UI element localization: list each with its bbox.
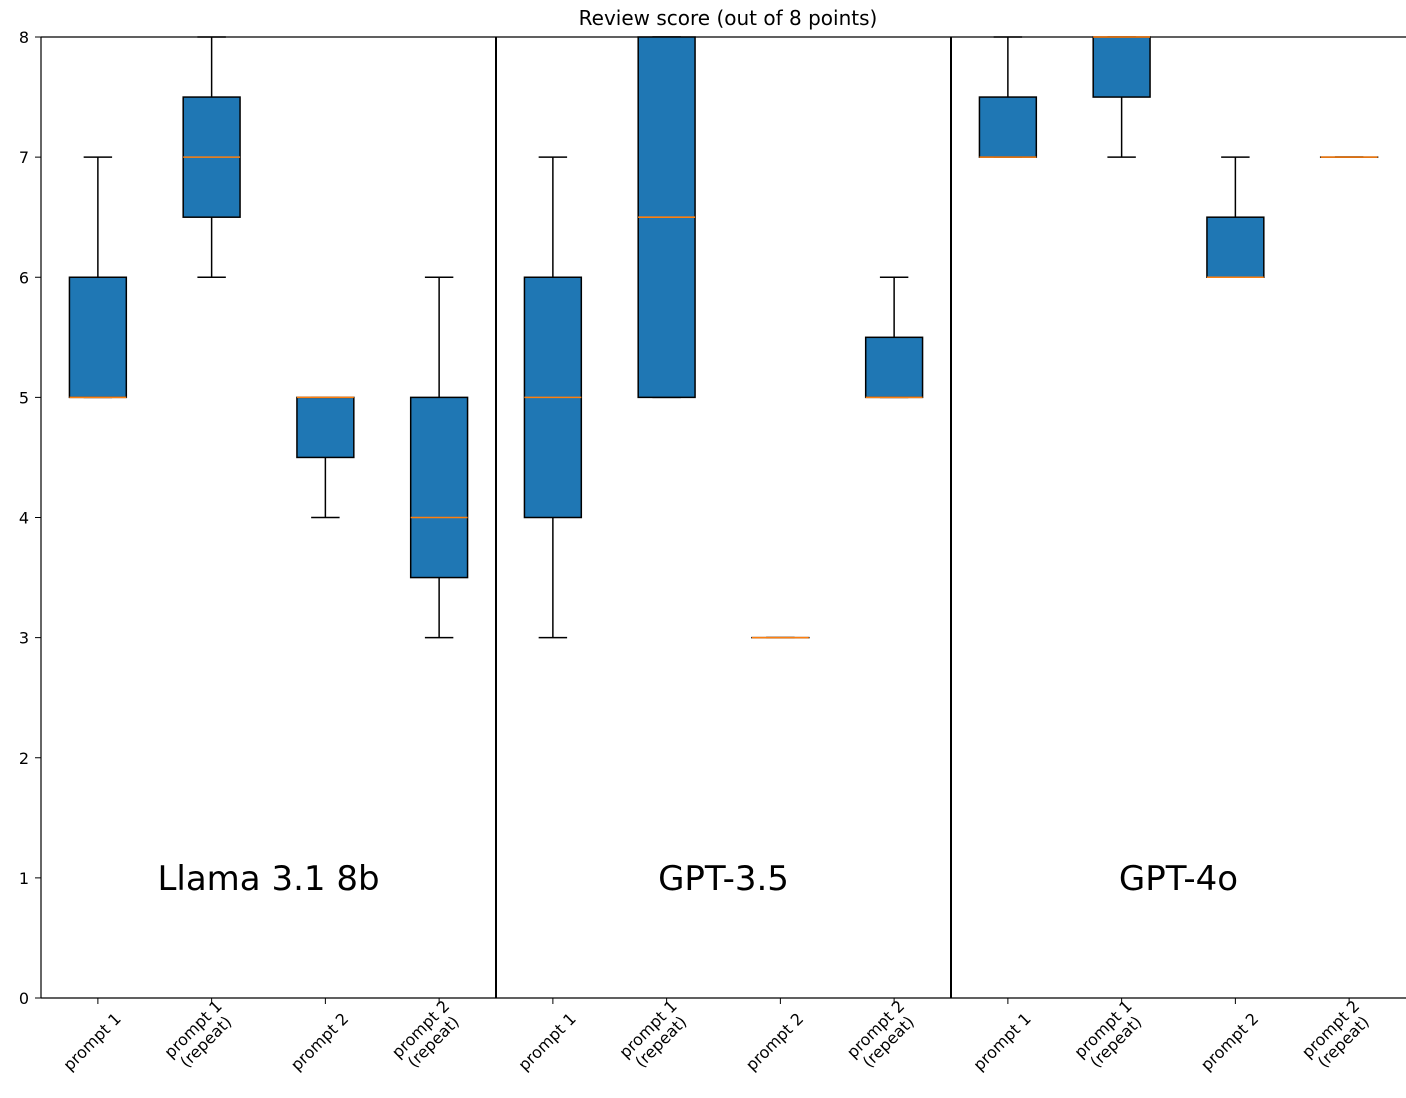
x-tick-label: prompt 1(repeat) bbox=[1070, 996, 1148, 1074]
box-body bbox=[978, 96, 1038, 158]
chart-title: Review score (out of 8 points) bbox=[579, 6, 878, 30]
x-tick-label: prompt 1(repeat) bbox=[160, 996, 238, 1074]
x-tick-label: prompt 2 bbox=[742, 1009, 807, 1074]
box-body bbox=[409, 396, 469, 579]
x-tick-label: prompt 2 bbox=[287, 1009, 352, 1074]
box-body bbox=[864, 336, 924, 399]
y-tick-label: 6 bbox=[19, 268, 29, 287]
x-tick-label: prompt 2(repeat) bbox=[1298, 996, 1376, 1074]
y-tick-label: 3 bbox=[19, 629, 29, 648]
x-tick-label: prompt 1 bbox=[969, 1009, 1034, 1074]
y-tick-label: 8 bbox=[19, 28, 29, 47]
y-tick-label: 0 bbox=[19, 989, 29, 1008]
box-body bbox=[1206, 216, 1265, 278]
box-body bbox=[296, 396, 355, 459]
x-tick-label: prompt 1(repeat) bbox=[615, 996, 693, 1074]
x-tick-label: prompt 2(repeat) bbox=[843, 996, 921, 1074]
group-label: Llama 3.1 8b bbox=[157, 859, 379, 899]
y-tick-label: 2 bbox=[19, 749, 29, 768]
box-body bbox=[68, 276, 128, 399]
y-tick-label: 4 bbox=[19, 509, 29, 528]
plot-area: 0 1 2 3 4 5 6 7 8 Llama 3.1 8b prompt 1 prompt 1(re… bbox=[19, 28, 1406, 1074]
x-tick-label: prompt 1 bbox=[59, 1009, 124, 1074]
y-tick-label: 5 bbox=[19, 388, 29, 407]
x-tick-label: prompt 2 bbox=[1197, 1009, 1262, 1074]
y-tick-label: 1 bbox=[19, 869, 29, 888]
group-label: GPT-4o bbox=[1119, 859, 1238, 899]
box-body bbox=[1092, 36, 1151, 98]
x-tick-label: prompt 2(repeat) bbox=[388, 996, 466, 1074]
y-tick-label: 7 bbox=[19, 148, 29, 167]
x-tick-label: prompt 1 bbox=[514, 1009, 579, 1074]
group-label: GPT-3.5 bbox=[658, 859, 789, 899]
